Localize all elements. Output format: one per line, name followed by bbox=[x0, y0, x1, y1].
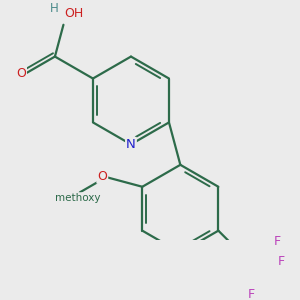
Text: F: F bbox=[248, 288, 255, 300]
Text: F: F bbox=[277, 255, 284, 268]
Text: OH: OH bbox=[64, 7, 83, 20]
Text: methoxy: methoxy bbox=[55, 193, 100, 203]
Text: O: O bbox=[98, 170, 107, 183]
Text: H: H bbox=[50, 2, 58, 15]
Text: O: O bbox=[16, 67, 26, 80]
Text: N: N bbox=[126, 138, 136, 151]
Text: F: F bbox=[274, 236, 281, 248]
